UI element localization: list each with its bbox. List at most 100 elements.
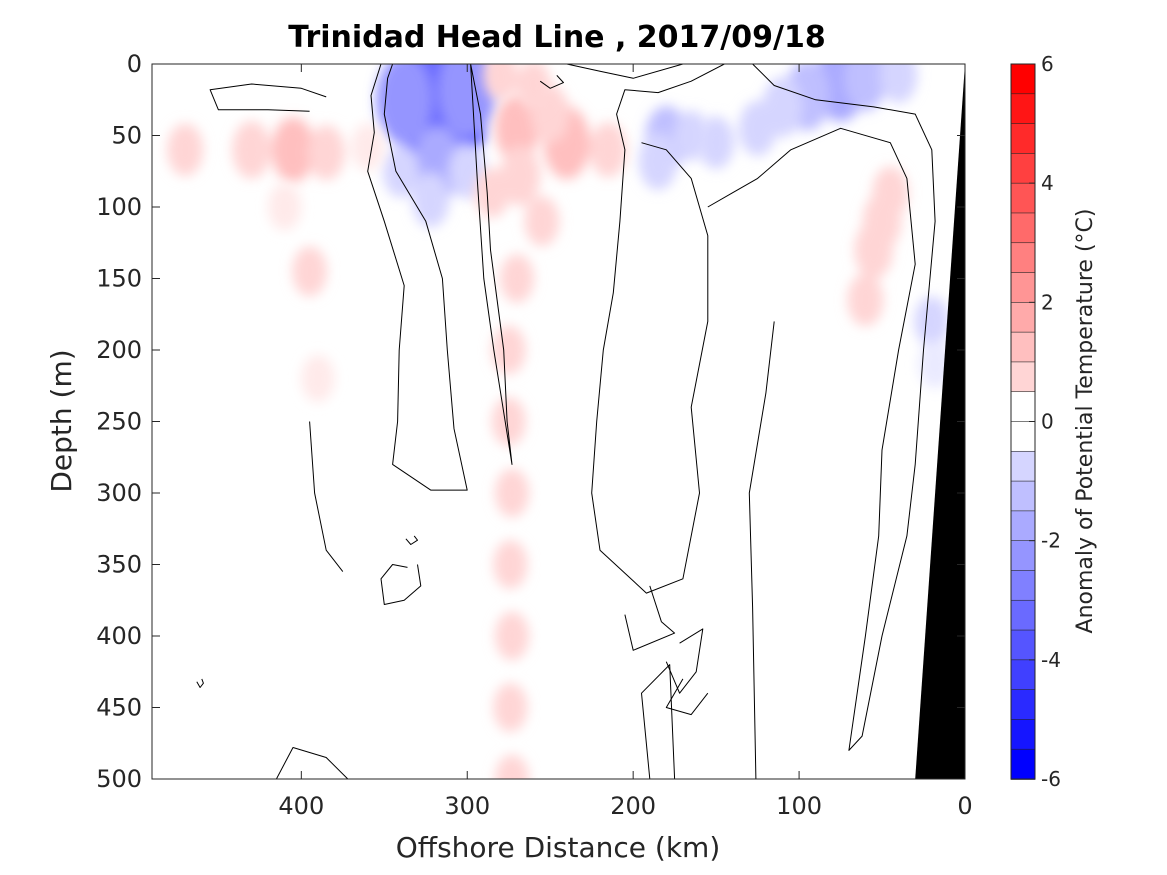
y-tick-label: 400 [96, 622, 142, 650]
anomaly-region-cold [376, 64, 497, 228]
x-tick-label: 400 [278, 792, 324, 820]
anomaly-mark [483, 64, 518, 101]
y-tick-label: 300 [96, 479, 142, 507]
zero-contour-line [380, 564, 422, 605]
anomaly-mark [524, 196, 560, 247]
anomaly-region-warm [491, 397, 529, 779]
zero-contour-line [641, 664, 676, 779]
colorbar-cell [1010, 63, 1036, 95]
colorbar-cell [1010, 480, 1036, 512]
anomaly-mark [493, 540, 528, 589]
y-tick-label: 350 [96, 551, 142, 579]
y-tick-label: 450 [96, 694, 142, 722]
anomaly-mark [438, 64, 497, 138]
anomaly-region-warm [483, 64, 551, 111]
anomaly-mark [844, 64, 887, 111]
zero-contour-line [624, 585, 676, 651]
colorbar-cell [1010, 540, 1036, 572]
y-axis-label: Depth (m) [45, 349, 78, 492]
anomaly-region-warm [474, 85, 627, 375]
x-tick-label: 300 [444, 792, 490, 820]
zero-contour-line [196, 678, 204, 688]
anomaly-mark [516, 64, 551, 111]
colorbar-tick-label: 4 [1041, 171, 1054, 195]
colorbar-cell [1010, 182, 1036, 214]
anomaly-mark [271, 117, 315, 183]
zero-contour-line [665, 628, 704, 694]
anomaly-mark [232, 121, 271, 179]
zero-contour-line [470, 64, 513, 465]
anomaly-mark [880, 64, 918, 103]
anomaly-mark [301, 355, 335, 403]
y-tick-label: 250 [96, 408, 142, 436]
x-tick-label: 200 [610, 792, 656, 820]
zero-contour-line [707, 64, 936, 751]
colorbar-cell [1010, 93, 1036, 125]
colorbar-cell [1010, 242, 1036, 274]
y-tick-label: 200 [96, 336, 142, 364]
anomaly-mark [495, 754, 529, 779]
y-tick-label: 150 [96, 265, 142, 293]
colorbar-cell [1010, 212, 1036, 244]
colorbar-cell [1010, 510, 1036, 542]
anomaly-mark [589, 122, 627, 178]
zero-contour-line [309, 421, 344, 572]
colorbar-tick-label: -6 [1041, 767, 1061, 791]
zero-contour-line [275, 747, 349, 779]
anomaly-mark [382, 145, 419, 198]
y-tick-label: 500 [96, 765, 142, 793]
colorbar-ticks: 6 4 2 0 -2 -4 -6 [1029, 52, 1061, 791]
anomaly-mark [474, 167, 510, 218]
colorbar-tick-label: -4 [1041, 648, 1061, 672]
anomaly-mark [872, 166, 909, 219]
colorbar-label: Anomaly of Potential Temperature (°C) [1073, 209, 1098, 634]
y-axis-ticks: 0 50 100 150 200 250 300 350 400 450 500 [96, 50, 965, 793]
zero-contour-line [539, 75, 564, 89]
colorbar-cell [1010, 659, 1036, 691]
seafloor-land-mask [915, 64, 965, 779]
anomaly-mark [376, 64, 433, 146]
x-axis-ticks: 400 300 200 100 0 [278, 64, 973, 820]
zero-contour-line [367, 64, 468, 491]
colorbar-cell [1010, 629, 1036, 661]
plot-area: 400 300 200 100 0 0 50 100 150 200 250 300 350 400 45… [96, 50, 973, 820]
anomaly-mark [500, 145, 541, 206]
x-tick-label: 100 [776, 792, 822, 820]
anomaly-mark [638, 132, 678, 190]
anomaly-mark [491, 325, 526, 375]
colorbar-cell [1010, 719, 1036, 751]
anomaly-region-cold [698, 64, 918, 169]
anomaly-mark [739, 100, 777, 156]
colorbar-cell [1010, 272, 1036, 304]
colorbar-tick-label: 6 [1041, 52, 1054, 76]
anomaly-region-warm [268, 183, 335, 403]
colorbar-cell [1010, 570, 1036, 602]
colorbar-cell [1010, 331, 1036, 363]
anomaly-mark [167, 123, 204, 176]
anomaly-mark [673, 110, 709, 161]
y-tick-label: 0 [127, 50, 142, 78]
anomaly-mark [412, 172, 450, 228]
plot-background [152, 64, 965, 779]
anomaly-mark [914, 296, 950, 347]
colorbar-cell [1010, 450, 1036, 482]
x-tick-label: 0 [957, 792, 972, 820]
colorbar-tick-label: 2 [1041, 290, 1054, 314]
zero-contour-line [566, 64, 684, 79]
colorbar-cell [1010, 748, 1036, 780]
colorbar-cell [1010, 689, 1036, 721]
colorbar-cell [1010, 421, 1036, 453]
anomaly-mark [493, 683, 528, 732]
colorbar-cell [1010, 302, 1036, 333]
x-axis-label: Offshore Distance (km) [396, 831, 721, 864]
anomaly-mark [268, 183, 302, 231]
colorbar-tick-label: -2 [1041, 529, 1061, 553]
colorbar: 6 4 2 0 -2 -4 -6 [1010, 52, 1061, 791]
zero-contour-line [748, 321, 775, 779]
anomaly-mark [847, 273, 884, 327]
anomaly-mark [495, 468, 529, 518]
anomaly-mark [495, 94, 539, 163]
y-tick-label: 100 [96, 193, 142, 221]
anomaly-region-warm [167, 117, 385, 183]
